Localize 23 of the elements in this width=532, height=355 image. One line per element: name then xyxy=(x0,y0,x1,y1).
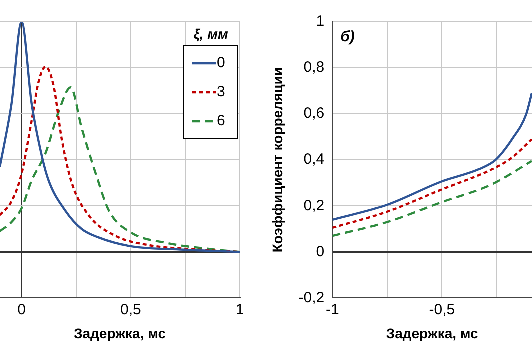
y-tick-label: 0 xyxy=(316,243,325,260)
legend-label: 0 xyxy=(217,54,226,72)
y-tick-label: 1 xyxy=(316,13,325,30)
x-axis-title: Задержка, мс xyxy=(74,325,166,342)
legend-label: 3 xyxy=(217,84,226,101)
legend-title: ξ, мм xyxy=(194,26,230,42)
x-tick-label: 1 xyxy=(236,301,244,318)
y-tick-label: 0,2 xyxy=(304,197,325,214)
y-tick-label: 0,6 xyxy=(304,105,325,122)
y-axis-title: Коэффициент корреляции xyxy=(269,68,286,253)
y-tick-label: 0,4 xyxy=(304,151,325,168)
annotation: б) xyxy=(340,28,355,46)
y-tick-label: -0,2 xyxy=(298,289,325,306)
x-axis-title: Задержка, мс xyxy=(386,325,479,342)
line-series xyxy=(332,138,532,230)
legend-label: 6 xyxy=(217,112,226,130)
x-tick-label: -0,5 xyxy=(429,301,456,318)
line-series xyxy=(332,160,532,238)
x-tick-label: 0,5 xyxy=(120,301,142,318)
y-tick-label: 0,8 xyxy=(304,59,325,76)
x-tick-label: -1 xyxy=(326,301,340,318)
line-series xyxy=(332,92,532,222)
x-tick-label: 0 xyxy=(18,301,26,318)
